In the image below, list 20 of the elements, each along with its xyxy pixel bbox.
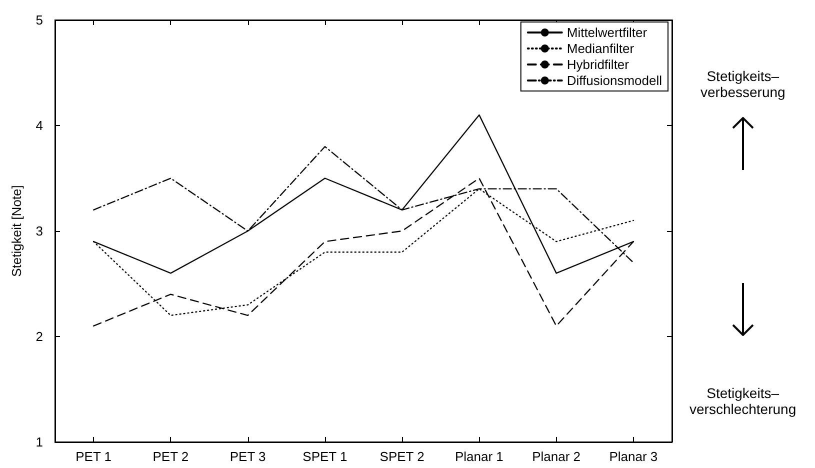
legend-label: Medianfilter bbox=[566, 41, 635, 56]
y-tick-label: 3 bbox=[36, 224, 43, 238]
x-tick-label: Planar 3 bbox=[609, 449, 658, 464]
legend-label: Diffusionsmodell bbox=[566, 73, 662, 88]
x-tick-label: Planar 2 bbox=[532, 449, 581, 464]
x-tick-label: Planar 1 bbox=[454, 449, 504, 464]
legend-label: Mittelwertfilter bbox=[566, 25, 648, 40]
x-tick-label: PET 3 bbox=[230, 449, 266, 464]
y-axis-title: Stetigkeit [Note] bbox=[9, 185, 24, 277]
y-tick-label: 5 bbox=[36, 12, 43, 28]
x-tick-label: PET 2 bbox=[152, 449, 189, 464]
x-tick-label: SPET 1 bbox=[302, 449, 348, 464]
legend-label: Hybridfilter bbox=[566, 57, 630, 72]
x-tick-label: SPET 2 bbox=[380, 449, 424, 464]
y-tick-label: 2 bbox=[36, 329, 43, 344]
y-tick-label: 4 bbox=[36, 118, 43, 133]
y-tick-label: 1 bbox=[36, 434, 43, 450]
text: Stetigkeits– verschlechterung bbox=[690, 385, 796, 417]
x-tick-label: PET 1 bbox=[76, 449, 112, 464]
text: Stetigkeits– verbesserung bbox=[700, 68, 786, 100]
